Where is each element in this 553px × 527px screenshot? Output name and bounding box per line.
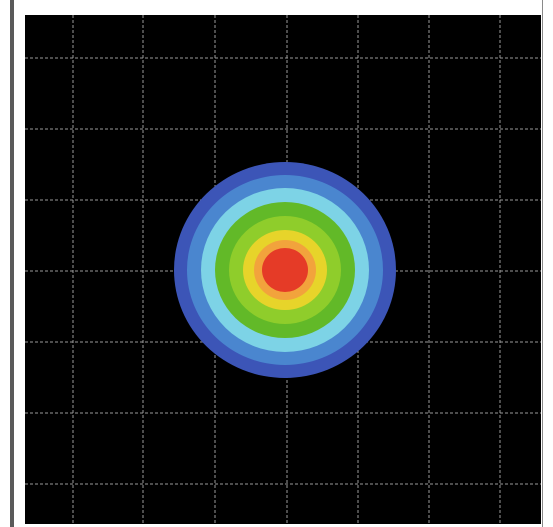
heatmap-svg [25,15,541,524]
right-panel-border [542,0,543,527]
contour-band-8 [262,248,308,292]
left-panel-border [10,0,14,527]
heatmap-canvas [25,15,541,524]
